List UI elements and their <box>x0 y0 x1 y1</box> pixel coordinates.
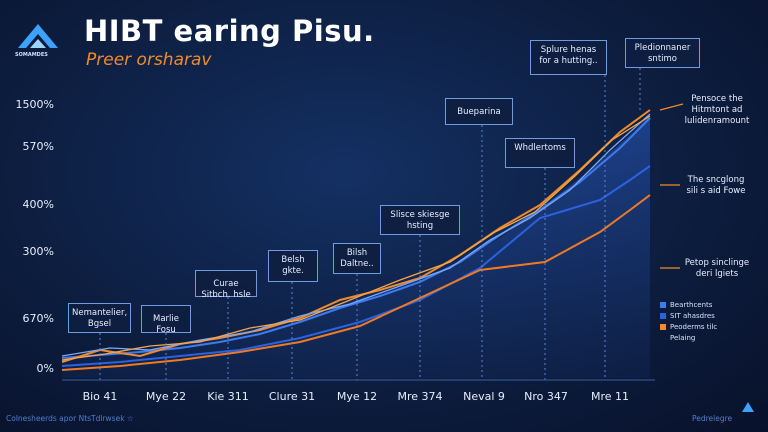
callout: Slisce skiesge hsting <box>380 205 460 235</box>
legend-swatch <box>660 324 666 330</box>
title: HIBT earing Pisu. <box>84 14 375 48</box>
legend-item: Bearthcents <box>660 301 712 310</box>
y-tick-label: 1500% <box>15 98 54 111</box>
lines <box>61 109 651 371</box>
callout: Bilsh Daltne.. <box>333 243 381 274</box>
callout: Curae Sitbch. hsle <box>195 270 257 300</box>
annotation: Petop sinclinge deri lgiets <box>684 258 750 279</box>
x-tick-label: Mre 11 <box>590 390 630 403</box>
line <box>61 194 651 371</box>
leaders <box>62 68 655 381</box>
legend-label: Pelaing <box>670 334 696 342</box>
x-tick-label: Nro 347 <box>524 390 568 403</box>
callout: Belsh gkte. <box>268 250 318 282</box>
x-tick-label: Kie 311 <box>207 390 249 403</box>
legend-label: Peoderms tilc <box>670 323 718 331</box>
annotation: The sncglong sili s aid Fowe <box>686 175 746 196</box>
legend-label: Bearthcents <box>670 301 713 309</box>
y-tick-label: 300% <box>22 245 54 258</box>
line <box>61 115 651 361</box>
legend-item: Pelaing <box>670 334 695 343</box>
x-tick-label: Bio 41 <box>82 390 118 403</box>
y-tick-label: 570% <box>22 140 54 153</box>
legend-label: SIT ahasdres <box>670 312 715 320</box>
footer-logo <box>742 402 754 412</box>
logo <box>18 24 58 48</box>
subtitle: Preer orsharav <box>86 50 212 70</box>
x-tick-label: Mre 374 <box>397 390 443 403</box>
line <box>61 113 651 357</box>
x-tick-label: Mye 12 <box>336 390 378 403</box>
callout: Nemantelier, Bgsel <box>68 303 131 333</box>
line <box>61 109 651 363</box>
legend-item: SIT ahasdres <box>660 312 715 321</box>
callout: Splure henas for a hutting.. <box>530 40 607 75</box>
annotation: Pensoce the Hitmtont ad lulidenramount <box>684 94 750 126</box>
legend-item: Peoderms tilc <box>660 323 717 332</box>
note-arrows <box>659 103 684 269</box>
legend-swatch <box>660 302 666 308</box>
logo-text: SOMAMDES <box>15 52 48 58</box>
callout: Bueparina <box>445 98 513 125</box>
callout: Marlie Fosu <box>141 305 191 335</box>
legend-swatch <box>660 313 666 319</box>
y-tick-label: 400% <box>22 198 54 211</box>
x-tick-label: Mye 22 <box>145 390 187 403</box>
x-tick-label: Neval 9 <box>463 390 505 403</box>
callout: Whdlertoms <box>505 138 575 168</box>
x-tick-label: Clure 31 <box>268 390 316 403</box>
y-tick-label: 670% <box>22 312 54 325</box>
footer-left: Colnesheerds apor NtsTdlrwsek ☆ <box>6 414 134 423</box>
y-tick-label: 0% <box>36 362 54 375</box>
callout: Pledionnaner sntimo <box>625 38 700 68</box>
area-fill <box>62 115 650 378</box>
footer-right: Pedrelegre <box>692 414 733 423</box>
